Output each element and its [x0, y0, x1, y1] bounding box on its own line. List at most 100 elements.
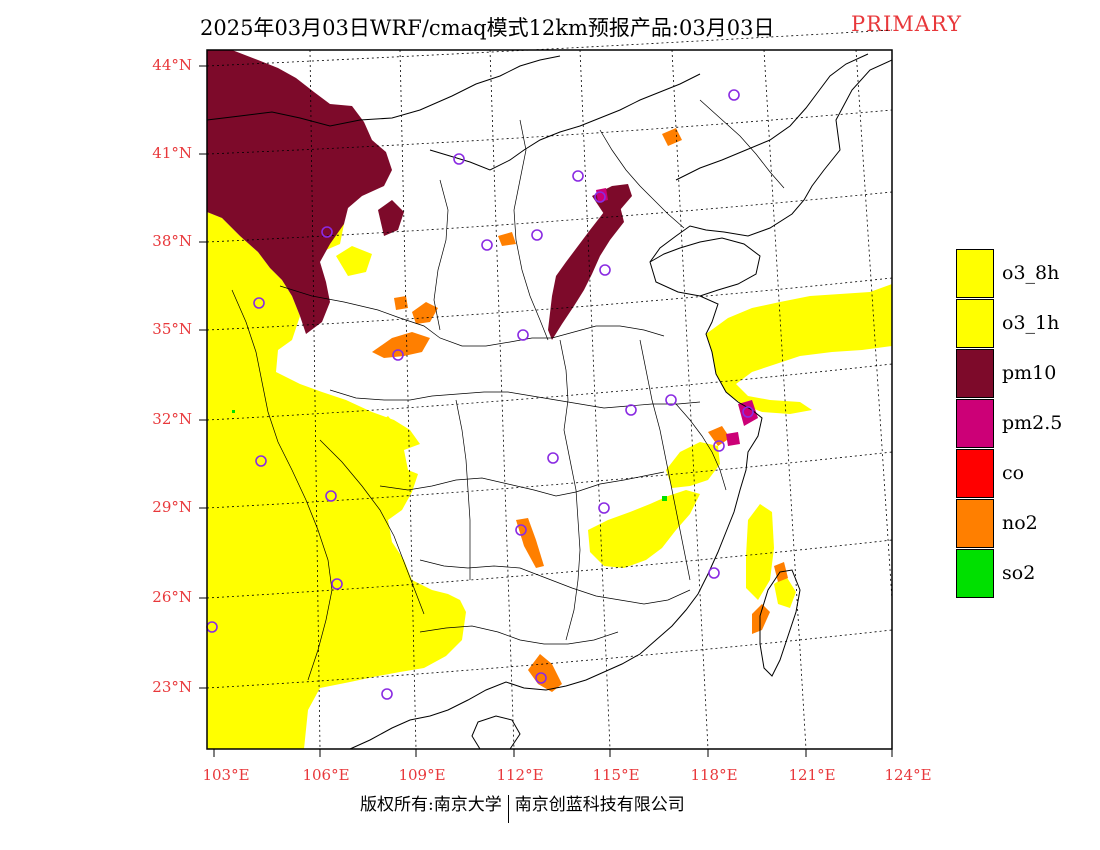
- site-marker: [708, 567, 720, 579]
- site-marker: [594, 191, 606, 203]
- site-marker: [325, 490, 337, 502]
- no2-patch-fujian: [752, 604, 770, 634]
- copyright-company: 南京创蓝科技有限公司: [514, 795, 685, 815]
- site-marker: [535, 672, 547, 684]
- legend-label: o3_1h: [1002, 312, 1060, 334]
- lon-label-121: 121°E: [788, 766, 836, 784]
- graticule-lon-109: [399, 49, 417, 750]
- coastline-liaodong: [675, 53, 869, 181]
- coastline-borders: [206, 53, 893, 750]
- lon-label-115: 115°E: [592, 766, 640, 784]
- coastline-shandong: [649, 237, 761, 297]
- site-marker: [321, 226, 333, 238]
- site-marker: [517, 329, 529, 341]
- site-marker: [665, 394, 677, 406]
- o3-region-ningxia-patch: [336, 246, 372, 276]
- border-inner-north: [429, 73, 701, 171]
- no2-patch-ningxia: [394, 296, 408, 310]
- map-title: 2025年03月03日WRF/cmaq模式12km预报产品:03月03日: [200, 16, 775, 40]
- no2-patch-zhejiang: [708, 426, 730, 446]
- graticule-lon-121: [763, 49, 807, 750]
- site-marker: [742, 406, 754, 418]
- lon-label-124: 124°E: [884, 766, 932, 784]
- no2-patch-taiyuan: [498, 232, 516, 246]
- no2-patch-lanzhou: [372, 332, 430, 358]
- province-line-g: [513, 119, 549, 341]
- legend-label: pm10: [1002, 362, 1057, 384]
- province-line-o: [675, 403, 727, 491]
- province-line-f: [433, 179, 449, 331]
- footer-separator: [507, 794, 509, 823]
- legend-item-no2: no2: [956, 499, 1086, 549]
- legend-swatch: [956, 399, 994, 448]
- lat-label-41: 41°N: [152, 144, 192, 162]
- site-marker: [572, 170, 584, 182]
- lon-label-109: 109°E: [398, 766, 446, 784]
- province-line-c: [379, 471, 665, 497]
- legend-swatch: [956, 349, 994, 398]
- province-line-i: [639, 339, 691, 581]
- site-markers: [206, 89, 754, 700]
- pollutant-mode-label: PRIMARY: [851, 12, 962, 36]
- lon-label-106: 106°E: [302, 766, 350, 784]
- pm25-patch-beijing: [596, 188, 608, 202]
- pollutant-legend: o3_8h o3_1h pm10 pm2.5 co no2 so2: [956, 249, 1086, 599]
- site-marker: [453, 153, 465, 165]
- province-line-d: [419, 559, 691, 605]
- site-marker: [728, 89, 740, 101]
- legend-swatch: [956, 249, 994, 298]
- coastline-east: [349, 59, 893, 750]
- site-marker: [255, 455, 267, 467]
- legend-label: o3_8h: [1002, 262, 1060, 284]
- legend-swatch: [956, 449, 994, 498]
- site-marker: [713, 440, 725, 452]
- legend-item-pm2-5: pm2.5: [956, 399, 1086, 449]
- lat-label-38: 38°N: [152, 232, 192, 250]
- lat-label-26: 26°N: [152, 588, 192, 606]
- site-marker: [331, 578, 343, 590]
- so2-patch-sichuan: [232, 410, 235, 413]
- provincial-boundaries: [231, 99, 785, 681]
- o3-region-taiwan-strait: [746, 504, 774, 600]
- legend-swatch: [956, 549, 994, 598]
- site-marker: [598, 502, 610, 514]
- province-line-h: [559, 339, 581, 641]
- o3-region-jiangxi: [588, 490, 700, 568]
- legend-item-o3-8h: o3_8h: [956, 249, 1086, 299]
- o3-region-taiwan: [774, 576, 796, 608]
- o3-region-yellow-sea: [706, 284, 892, 414]
- graticule-lon-118: [671, 49, 709, 750]
- coastline-taiwan: [759, 569, 801, 677]
- lat-label-32: 32°N: [152, 410, 192, 428]
- lon-label-118: 118°E: [690, 766, 738, 784]
- province-line-b: [329, 389, 701, 409]
- graticule-lon-115: [579, 49, 611, 750]
- province-line-l: [599, 129, 685, 229]
- site-marker: [515, 524, 527, 536]
- lon-label-112: 112°E: [496, 766, 544, 784]
- pm25-patch-zhejiang-coast: [726, 432, 740, 446]
- pm10-region-shanxi-band: [548, 186, 628, 340]
- o3-region-hunan-patch: [350, 416, 398, 468]
- lat-label-35: 35°N: [152, 320, 192, 338]
- copyright-footer: 版权所有:南京大学 南京创蓝科技有限公司: [360, 790, 685, 823]
- province-line-a: [279, 285, 665, 347]
- site-marker: [599, 264, 611, 276]
- legend-item-co: co: [956, 449, 1086, 499]
- map-frame: [206, 49, 893, 750]
- graticule: [206, 29, 893, 750]
- province-line-m: [699, 99, 785, 189]
- legend-swatch: [956, 499, 994, 548]
- lat-label-29: 29°N: [152, 498, 192, 516]
- copyright-owner: 版权所有:南京大学: [360, 795, 502, 815]
- lat-label-44: 44°N: [152, 56, 192, 74]
- legend-label: pm2.5: [1002, 412, 1063, 434]
- site-marker: [253, 297, 265, 309]
- graticule-lon-124: [855, 49, 893, 601]
- pm10-region-shaanxi-patch: [378, 200, 404, 236]
- lon-label-103: 103°E: [202, 766, 250, 784]
- o3-region-southwest: [207, 212, 466, 749]
- site-marker: [392, 349, 404, 361]
- legend-item-pm10: pm10: [956, 349, 1086, 399]
- province-line-n: [455, 399, 471, 580]
